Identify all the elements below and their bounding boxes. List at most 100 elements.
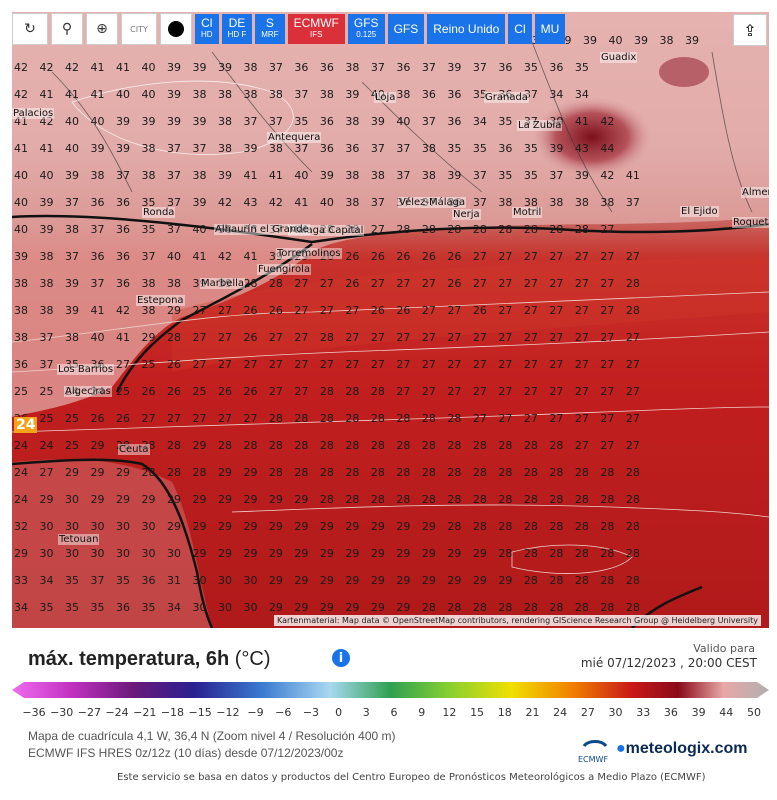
city-label[interactable]: Guadix bbox=[600, 52, 638, 63]
location-button[interactable]: ⚲ bbox=[51, 13, 83, 45]
valid-datetime: mié 07/12/2023 , 20:00 CEST bbox=[580, 656, 757, 670]
scale-tick-label: −18 bbox=[160, 706, 185, 719]
map-overlay bbox=[12, 12, 769, 628]
model-button[interactable]: DE HD F bbox=[221, 14, 253, 44]
city-label[interactable]: Roquetas de Mar bbox=[732, 217, 769, 228]
scale-tick-label: 9 bbox=[418, 706, 426, 719]
city-label[interactable]: Marbella bbox=[200, 278, 246, 289]
svg-text:ECMWF: ECMWF bbox=[578, 755, 608, 764]
model-button[interactable]: Cl bbox=[508, 14, 532, 44]
zoom-button[interactable]: ⊕ bbox=[86, 13, 118, 45]
grid-row: 40 40 39 38 37 38 37 38 39 41 41 40 39 3… bbox=[14, 169, 640, 182]
dot-icon bbox=[168, 21, 184, 37]
city-label[interactable]: Los Barrios bbox=[57, 364, 115, 375]
scale-tick-label: 15 bbox=[470, 706, 485, 719]
grid-row: 42 41 41 41 40 40 39 38 38 38 38 37 38 3… bbox=[14, 88, 589, 101]
city-label[interactable]: Estepona bbox=[136, 295, 185, 306]
city-label[interactable]: Vélez-Málaga bbox=[398, 197, 467, 208]
zoom-icon: ⊕ bbox=[96, 21, 108, 37]
share-icon: ⇪ bbox=[743, 20, 757, 40]
city-label[interactable]: Almería bbox=[741, 187, 769, 198]
city-label[interactable]: Granada bbox=[484, 92, 529, 103]
city-label[interactable]: Ceuta bbox=[118, 444, 150, 455]
city-label[interactable]: El Ejido bbox=[680, 206, 719, 217]
dot-toggle[interactable] bbox=[160, 13, 192, 45]
grid-row: 40 39 38 37 36 35 37 40 38 38 37 36 28 2… bbox=[14, 223, 615, 236]
weather-map[interactable]: 37 39 39 40 39 38 39 42 42 42 41 41 40 39… bbox=[12, 12, 769, 628]
city-label[interactable]: La Zubia bbox=[517, 120, 563, 131]
scale-tick-label: 33 bbox=[636, 706, 651, 719]
city-toggle[interactable]: CITY bbox=[121, 13, 157, 45]
grid-row: 36 37 35 36 27 25 26 27 27 27 27 27 27 2… bbox=[14, 358, 640, 371]
scale-tick-label: 18 bbox=[497, 706, 512, 719]
grid-row: 38 38 39 41 42 38 29 27 27 26 26 27 27 2… bbox=[14, 304, 640, 317]
scale-tick-label: −24 bbox=[105, 706, 129, 719]
city-label[interactable]: Alhaurín el Grande bbox=[214, 224, 310, 235]
scale-tick-label: −30 bbox=[50, 706, 74, 719]
scale-tick-label: −12 bbox=[216, 706, 240, 719]
scale-tick-label: −27 bbox=[77, 706, 101, 719]
model-button[interactable]: MU bbox=[534, 14, 566, 44]
city-label[interactable]: Motril bbox=[512, 207, 543, 218]
scale-tick-label: 44 bbox=[719, 706, 734, 719]
info-icon[interactable]: i bbox=[332, 649, 350, 667]
grid-row: 40 39 37 36 36 35 37 39 42 43 42 41 40 3… bbox=[14, 196, 640, 209]
grid-row: 32 30 30 30 30 30 29 29 29 29 29 29 29 2… bbox=[14, 520, 640, 533]
refresh-button[interactable]: ↻ bbox=[12, 13, 48, 45]
meteologix-logo[interactable]: ●meteologix.com bbox=[616, 740, 748, 757]
grid-info: Mapa de cuadrícula 4,1 W, 36,4 N (Zoom n… bbox=[28, 729, 396, 760]
edge-value: 24 bbox=[14, 417, 38, 433]
city-label[interactable]: Fuengirola bbox=[257, 264, 312, 275]
color-scale bbox=[12, 682, 769, 698]
toolbar: ↻ ⚲ ⊕ CITY Cl HD DE HD F S MRF ECMWF IFS GFS 0.12… bbox=[12, 12, 566, 46]
model-button[interactable]: GFS 0.125 bbox=[347, 14, 385, 44]
city-label[interactable]: Nerja bbox=[452, 209, 481, 220]
scale-ticks: −36 −30 −27 −24 −21 −18 −15 −12 −9 −6 −3 0 3 6 9 12 15 18… bbox=[22, 706, 761, 720]
footer-note: Este servicio se basa en datos y product… bbox=[117, 772, 706, 783]
scale-tick-label: 12 bbox=[442, 706, 457, 719]
scale-tick-label: 24 bbox=[553, 706, 568, 719]
scale-tick-label: −9 bbox=[247, 706, 264, 719]
scale-tick-label: −6 bbox=[275, 706, 292, 719]
scale-tick-label: 27 bbox=[580, 706, 595, 719]
city-label[interactable]: Málaga Capital bbox=[288, 225, 365, 236]
scale-tick-label: −21 bbox=[133, 706, 157, 719]
city-label[interactable]: Antequera bbox=[267, 132, 322, 143]
model-button[interactable]: S MRF bbox=[255, 14, 285, 44]
grid-row: 24 27 29 29 29 28 28 28 29 29 28 28 28 2… bbox=[14, 466, 640, 479]
scale-tick-label: 6 bbox=[390, 706, 398, 719]
city-label[interactable]: Torremolinos bbox=[276, 248, 342, 259]
scale-tick-label: −15 bbox=[188, 706, 212, 719]
pin-icon: ⚲ bbox=[61, 21, 73, 37]
scale-tick-label: 30 bbox=[608, 706, 623, 719]
scale-tick-label: 50 bbox=[747, 706, 761, 719]
model-button[interactable]: Cl HD bbox=[195, 14, 219, 44]
grid-row: 41 41 40 39 39 38 37 37 38 39 38 37 36 3… bbox=[14, 142, 615, 155]
model-button[interactable]: Reino Unido bbox=[427, 14, 506, 44]
city-label[interactable]: Ronda bbox=[142, 207, 176, 218]
grid-row: 24 24 25 29 28 28 28 29 28 28 28 28 28 2… bbox=[14, 439, 640, 452]
city-label[interactable]: Palacios bbox=[12, 108, 55, 119]
grid-row: 26 25 25 26 26 27 27 27 27 27 28 28 28 2… bbox=[14, 412, 640, 425]
grid-row: 29 30 30 30 30 30 30 29 29 29 29 29 29 2… bbox=[14, 547, 640, 560]
model-button[interactable]: ECMWF IFS bbox=[287, 14, 345, 44]
city-label[interactable]: Tetouan bbox=[58, 534, 100, 545]
grid-row: 37 39 39 40 39 38 39 bbox=[532, 34, 699, 47]
city-label[interactable]: Loja bbox=[374, 92, 397, 103]
model-button[interactable]: GFS bbox=[387, 14, 425, 44]
scale-tick-label: 21 bbox=[525, 706, 540, 719]
grid-row: 25 25 24 24 25 26 26 25 26 26 27 27 28 2… bbox=[14, 385, 640, 398]
grid-row: 38 37 38 40 41 29 28 27 27 26 27 27 28 2… bbox=[14, 331, 640, 344]
legend-title: máx. temperatura, 6h (°C) bbox=[28, 648, 271, 670]
share-button[interactable]: ⇪ bbox=[733, 14, 767, 46]
legend-panel: máx. temperatura, 6h (°C) i Valido para … bbox=[12, 636, 769, 796]
refresh-icon: ↻ bbox=[24, 21, 36, 37]
scale-tick-label: −36 bbox=[22, 706, 46, 719]
grid-row: 33 34 35 37 35 36 31 30 30 30 29 29 29 2… bbox=[14, 574, 640, 587]
scale-tick-label: 0 bbox=[335, 706, 343, 719]
city-label[interactable]: Algeciras bbox=[64, 386, 112, 397]
valid-label: Valido para bbox=[693, 642, 755, 655]
ecmwf-logo: ECMWF bbox=[578, 738, 612, 764]
scale-tick-label: 36 bbox=[663, 706, 678, 719]
model-selector: Cl HD DE HD F S MRF ECMWF IFS GFS 0.125 GFS Reino U… bbox=[195, 14, 566, 44]
